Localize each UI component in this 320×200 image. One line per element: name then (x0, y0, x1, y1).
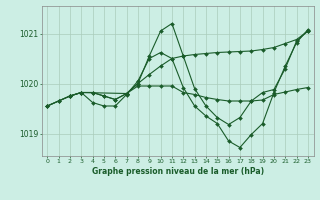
X-axis label: Graphe pression niveau de la mer (hPa): Graphe pression niveau de la mer (hPa) (92, 167, 264, 176)
